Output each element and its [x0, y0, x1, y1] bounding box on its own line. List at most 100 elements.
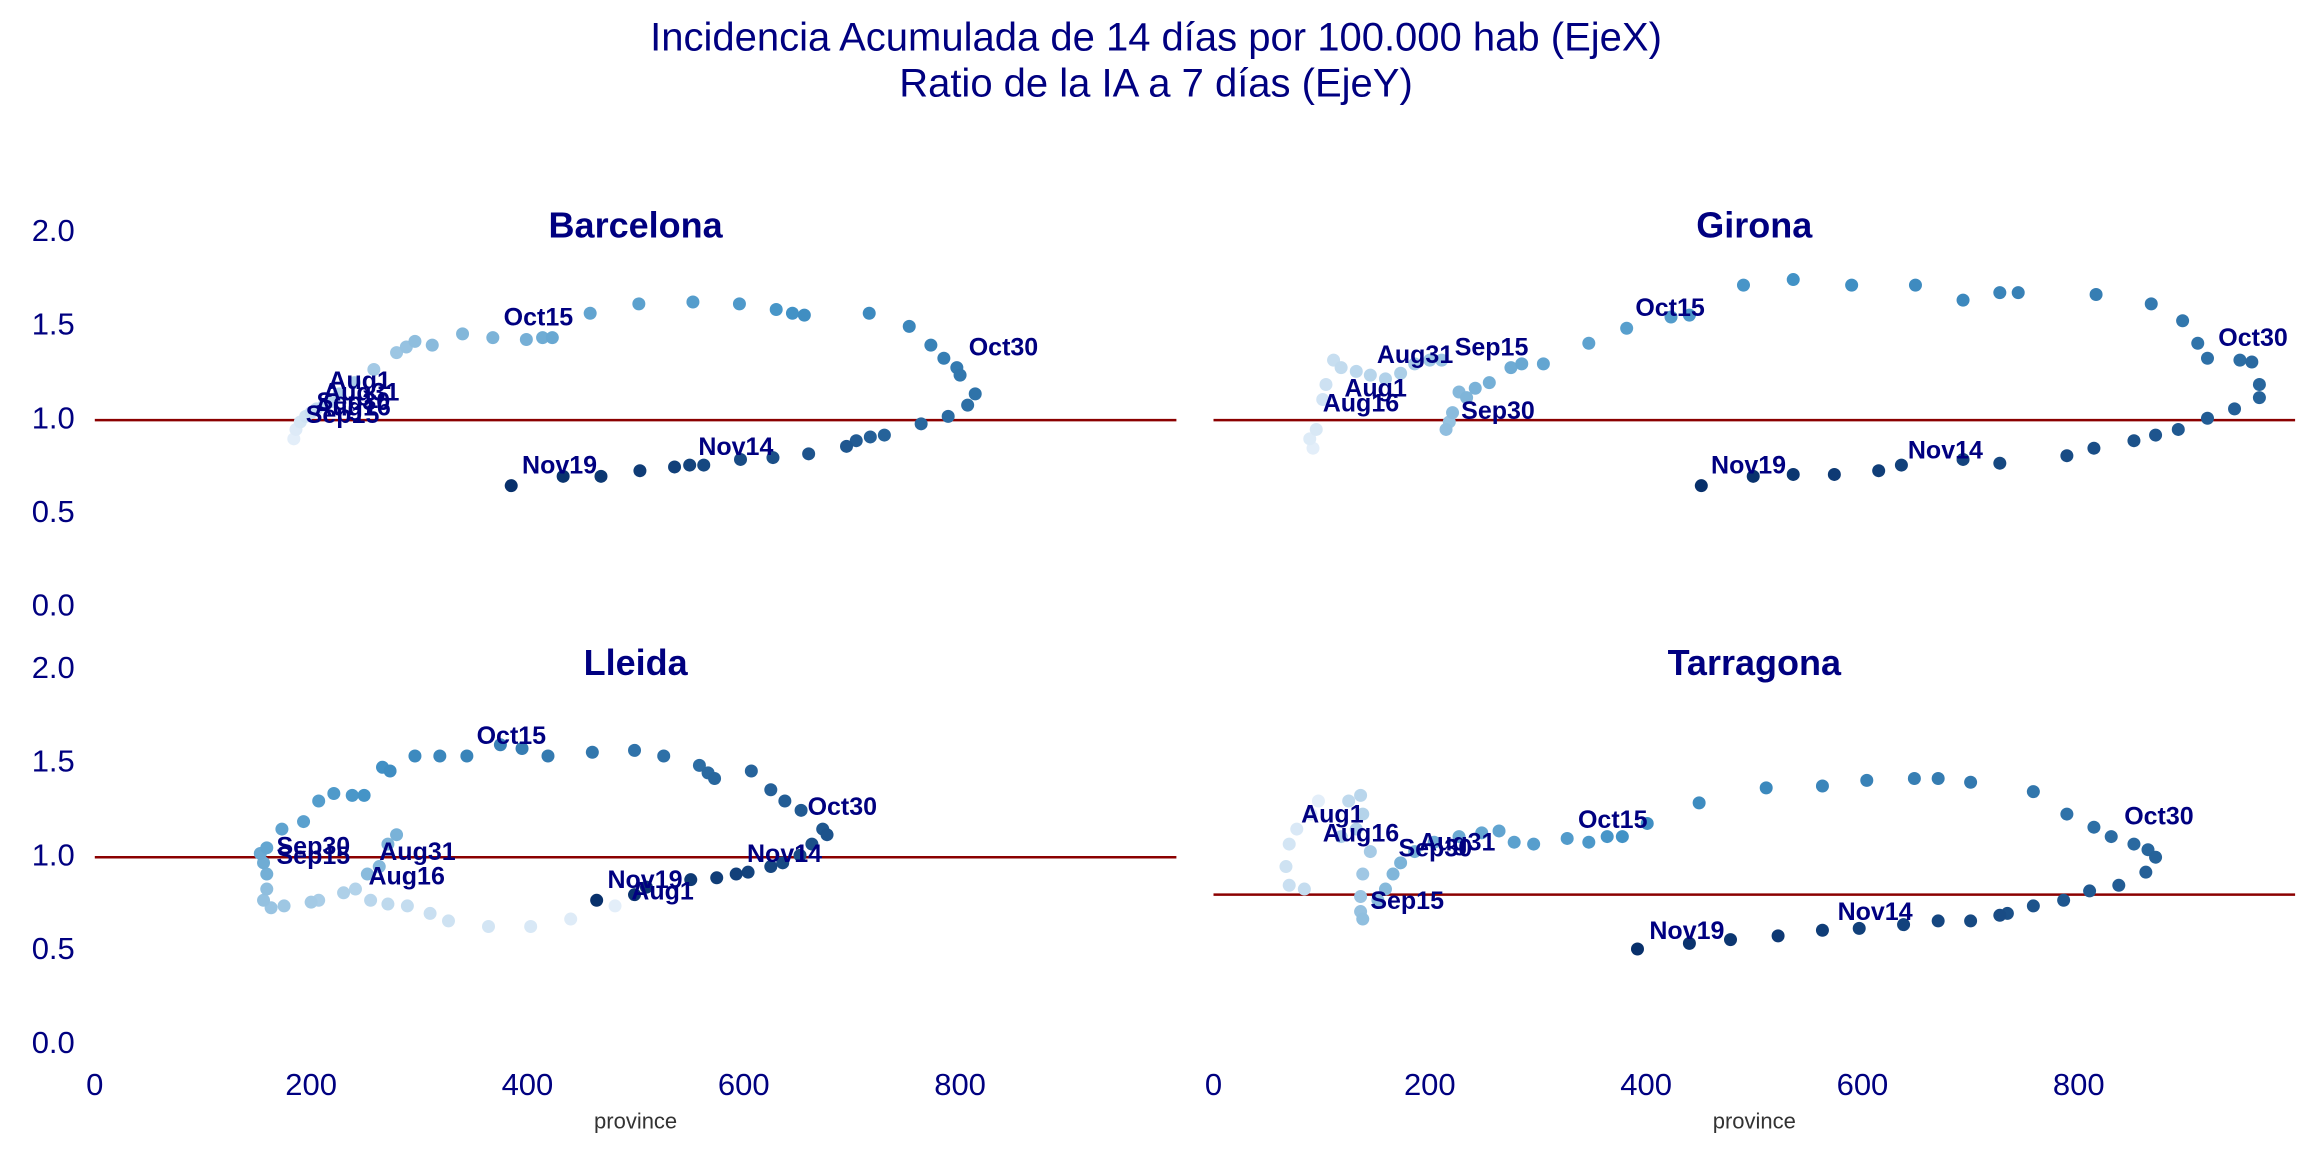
- point: [425, 338, 439, 352]
- point: [1435, 353, 1449, 367]
- annotation: Nov14: [698, 433, 773, 461]
- point: [460, 749, 474, 763]
- point: [400, 899, 414, 913]
- point: [2087, 441, 2101, 455]
- annotation: Nov14: [1908, 437, 1983, 465]
- point: [668, 460, 682, 474]
- point: [275, 822, 289, 836]
- point: [2200, 411, 2214, 425]
- point: [2252, 391, 2266, 405]
- point: [2149, 428, 2163, 442]
- point: [456, 327, 470, 341]
- point: [741, 865, 755, 879]
- point: [1600, 830, 1614, 844]
- point: [1582, 336, 1596, 350]
- y-tick-label: 1.5: [32, 307, 75, 342]
- annotation: Aug31: [379, 838, 456, 866]
- y-tick-label: 1.0: [32, 400, 75, 435]
- point: [2104, 830, 2118, 844]
- point: [1897, 918, 1911, 932]
- point: [337, 886, 351, 900]
- point: [1993, 908, 2007, 922]
- point: [1282, 878, 1296, 892]
- point: [556, 469, 570, 483]
- point: [257, 893, 271, 907]
- point: [1956, 293, 1970, 307]
- x-tick-label: 200: [1404, 1067, 1456, 1102]
- x-tick-label: 200: [285, 1067, 337, 1102]
- point: [697, 458, 711, 472]
- point: [345, 788, 359, 802]
- annotation: Nov14: [747, 840, 822, 868]
- point: [2089, 288, 2103, 302]
- point: [2127, 837, 2141, 851]
- point: [390, 828, 404, 842]
- point: [2228, 402, 2242, 416]
- point: [1682, 936, 1696, 950]
- point: [360, 867, 374, 881]
- annotation: Sep15: [306, 401, 380, 429]
- point: [357, 788, 371, 802]
- point: [524, 920, 538, 934]
- point: [2245, 355, 2259, 369]
- point: [1894, 458, 1908, 472]
- x-tick-label: 0: [1205, 1067, 1222, 1102]
- point: [1815, 779, 1829, 793]
- point: [2139, 865, 2153, 879]
- point: [628, 888, 642, 902]
- point: [2176, 314, 2190, 328]
- point: [1907, 771, 1921, 785]
- point: [710, 871, 724, 885]
- point: [1468, 381, 1482, 395]
- point: [2026, 899, 2040, 913]
- point: [1363, 368, 1377, 382]
- point: [1475, 826, 1489, 840]
- point: [729, 867, 743, 881]
- point: [381, 897, 395, 911]
- point: [1682, 308, 1696, 322]
- point: [776, 856, 790, 870]
- panel-title: Barcelona: [549, 205, 724, 246]
- point: [684, 873, 698, 887]
- annotation: Nov19: [1649, 917, 1724, 945]
- point: [1334, 830, 1348, 844]
- point: [381, 837, 395, 851]
- annotation: Sep30: [317, 388, 391, 416]
- annotation: Oct30: [808, 793, 877, 821]
- point: [1664, 310, 1678, 324]
- point: [260, 841, 274, 855]
- x-tick-label: 800: [934, 1067, 986, 1102]
- point: [304, 895, 318, 909]
- point: [1630, 942, 1644, 956]
- point: [1560, 831, 1574, 845]
- annotation: Aug16: [314, 393, 390, 421]
- point: [515, 741, 529, 755]
- annotation: Aug16: [1323, 390, 1399, 418]
- point: [348, 882, 362, 896]
- point: [2171, 422, 2185, 436]
- point: [594, 469, 608, 483]
- point: [2233, 353, 2247, 367]
- annotation: Oct15: [1578, 806, 1648, 834]
- y-tick-label: 0.0: [32, 588, 75, 623]
- point: [1378, 882, 1392, 896]
- point: [797, 308, 811, 322]
- point: [1297, 882, 1311, 896]
- point: [849, 434, 863, 448]
- point: [364, 893, 378, 907]
- point: [347, 376, 361, 390]
- point: [1931, 914, 1945, 928]
- point: [486, 331, 500, 345]
- point: [1423, 353, 1437, 367]
- point: [744, 764, 758, 778]
- annotation: Aug1: [328, 367, 391, 395]
- point: [1378, 372, 1392, 386]
- point: [1482, 376, 1496, 390]
- point: [802, 447, 816, 461]
- point: [1371, 893, 1385, 907]
- point: [1694, 479, 1708, 493]
- point: [585, 745, 599, 759]
- panel: Lleida 0.0 0.5 1.0 1.5 2.0 0 200 400 600 800 provin…: [32, 642, 1177, 1133]
- point: [961, 398, 975, 412]
